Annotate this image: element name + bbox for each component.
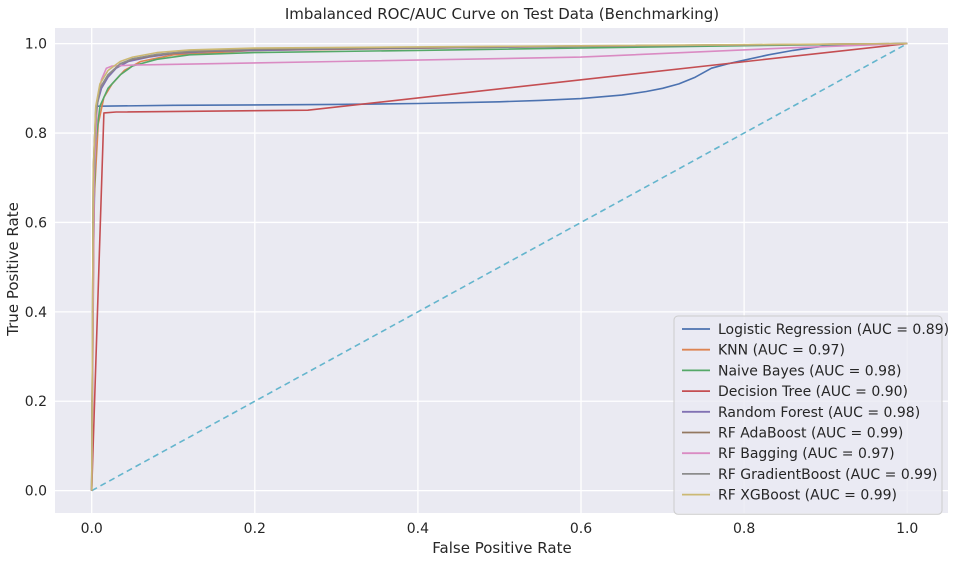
- legend-entry: Random Forest (AUC = 0.98): [718, 405, 920, 421]
- series-line-6: [90, 42, 908, 491]
- x-tick-label: 0.6: [570, 521, 592, 537]
- y-tick-label: 0.2: [25, 394, 47, 410]
- x-tick-label: 1.0: [896, 521, 918, 537]
- legend-entry: RF GradientBoost (AUC = 0.99): [718, 467, 937, 483]
- legend-entry: RF AdaBoost (AUC = 0.99): [718, 426, 903, 442]
- reference-diagonal-line: [91, 42, 908, 492]
- legend-entry: Decision Tree (AUC = 0.90): [718, 384, 908, 400]
- y-tick-label: 1.0: [25, 37, 47, 53]
- legend-entry: Logistic Regression (AUC = 0.89): [718, 322, 949, 338]
- x-axis-label: False Positive Rate: [432, 539, 571, 557]
- y-tick-label: 0.8: [25, 126, 47, 142]
- legend-entry: Naive Bayes (AUC = 0.98): [718, 363, 901, 379]
- legend-entry: KNN (AUC = 0.97): [718, 343, 845, 359]
- legend: Logistic Regression (AUC = 0.89) KNN (AUC…: [673, 315, 949, 515]
- y-axis-label: True Positive Rate: [4, 202, 22, 337]
- legend-entry: RF Bagging (AUC = 0.97): [718, 446, 895, 462]
- chart-title: Imbalanced ROC/AUC Curve on Test Data (B…: [285, 5, 719, 23]
- tick-labels: 0.0 0.2 0.4 0.6 0.8 1.0 0.0 0.2 0.4 0.6 0.8 1.0: [25, 37, 919, 537]
- series-line-0: [90, 42, 908, 491]
- legend-entry: RF XGBoost (AUC = 0.99): [718, 488, 897, 504]
- y-tick-label: 0.0: [25, 484, 47, 500]
- x-tick-label: 0.8: [733, 521, 755, 537]
- x-tick-label: 0.2: [244, 521, 266, 537]
- y-tick-label: 0.6: [25, 215, 47, 231]
- series-line-8: [90, 42, 908, 491]
- legend-box: [673, 315, 943, 515]
- series-layer: [90, 42, 908, 492]
- x-tick-label: 0.4: [407, 521, 429, 537]
- y-tick-label: 0.4: [25, 305, 47, 321]
- series-line-3: [90, 42, 908, 491]
- x-tick-label: 0.0: [81, 521, 103, 537]
